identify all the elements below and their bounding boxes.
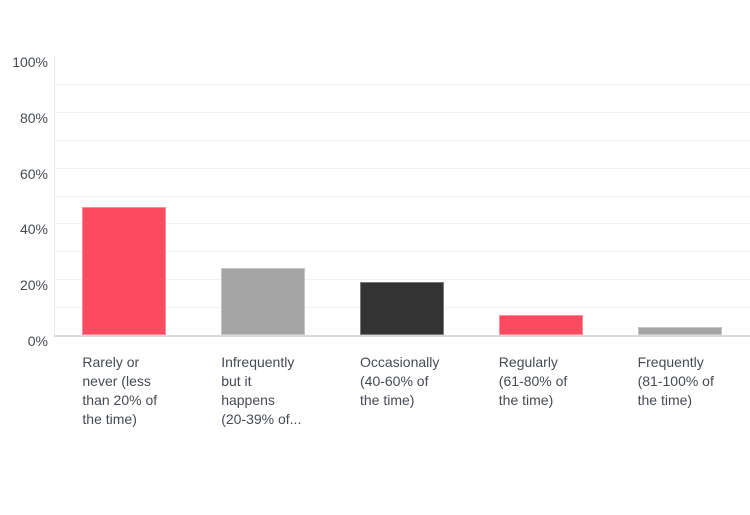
y-axis-line [54,56,55,335]
gridline [55,223,750,225]
x-category-label-line: the time) [82,411,137,427]
y-tick-label: 20% [19,277,48,294]
x-category-label-line: (61-80% of [498,373,568,389]
y-tick-label: 40% [19,221,48,238]
x-category-label-line: never (less [82,373,151,389]
bar-5[interactable] [637,326,722,335]
bar-1[interactable] [82,206,167,335]
y-tick-label: 0% [27,333,48,349]
x-axis-line [54,335,750,337]
x-category-label-3: Occasionally (40-60% of the time) [360,353,485,410]
x-category-label-line: Infrequently [221,354,295,370]
gridline [55,139,750,141]
gridline [55,111,750,113]
x-category-label-5: Frequently (81-100% of the time) [638,353,750,410]
gridline [55,279,750,281]
x-category-label-line: Regularly [498,354,558,370]
gridline [55,195,750,197]
x-category-label-2: Infrequently but it happens (20-39% of... [221,353,346,429]
x-category-label-line: (20-39% of... [221,411,302,427]
x-category-label-line: happens [221,392,275,408]
y-tick-label: 80% [19,109,48,126]
x-category-label-line: (40-60% of [360,373,429,389]
bar-4[interactable] [498,315,583,335]
x-category-label-1: Rarely or never (less than 20% of the time) [82,353,207,429]
x-category-label-line: Occasionally [360,354,440,370]
x-category-label-line: than 20% of [82,392,158,408]
x-category-label-line: Frequently [637,354,704,370]
bar-2[interactable] [221,268,306,335]
x-category-label-line: the time) [637,392,693,408]
gridline [55,167,750,169]
x-category-label-line: the time) [498,392,554,408]
gridline [55,251,750,253]
x-category-label-line: (81-100% of [637,373,714,389]
bar-3[interactable] [360,281,444,335]
y-tick-label: 100% [12,54,48,70]
gridline [55,83,750,85]
x-category-label-line: but it [221,373,252,389]
x-category-label-4: Regularly (61-80% of the time) [499,353,624,410]
x-category-label-line: Rarely or [82,354,140,370]
y-tick-label: 60% [19,165,48,182]
x-category-label-line: the time) [360,392,415,408]
